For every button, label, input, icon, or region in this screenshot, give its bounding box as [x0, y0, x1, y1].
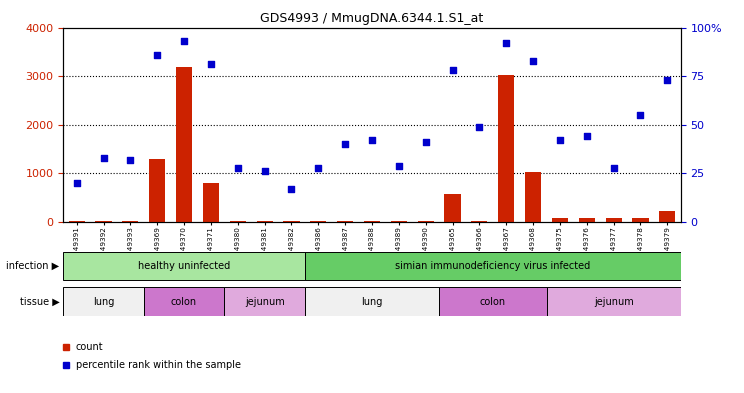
Bar	[176, 67, 192, 222]
Point	[473, 123, 485, 130]
Point	[527, 57, 539, 64]
Point	[500, 40, 512, 46]
Point	[312, 164, 324, 171]
Text: lung: lung	[362, 297, 382, 307]
Bar	[417, 220, 434, 222]
Bar	[337, 220, 353, 222]
Text: healthy uninfected: healthy uninfected	[138, 261, 230, 271]
Point	[446, 67, 458, 73]
Bar	[547, 287, 681, 316]
Bar	[444, 194, 461, 222]
Bar	[63, 252, 305, 281]
Text: simian immunodeficiency virus infected: simian immunodeficiency virus infected	[395, 261, 591, 271]
Bar	[472, 220, 487, 222]
Point	[178, 38, 190, 44]
Bar	[122, 220, 138, 222]
Bar	[552, 218, 568, 222]
Bar	[364, 220, 380, 222]
Point	[151, 51, 163, 58]
Bar	[525, 173, 541, 222]
Bar	[391, 220, 407, 222]
Bar	[659, 211, 676, 222]
Text: percentile rank within the sample: percentile rank within the sample	[76, 360, 240, 371]
Point	[554, 137, 566, 143]
Bar	[310, 220, 327, 222]
Bar	[230, 220, 246, 222]
Bar	[203, 183, 219, 222]
Text: jejunum: jejunum	[245, 297, 284, 307]
Text: lung: lung	[93, 297, 114, 307]
Text: colon: colon	[480, 297, 506, 307]
Bar	[305, 252, 681, 281]
Point	[661, 77, 673, 83]
Bar	[439, 287, 547, 316]
Point	[366, 137, 378, 143]
Point	[420, 139, 432, 145]
Point	[339, 141, 351, 147]
Point	[635, 112, 647, 118]
Text: tissue ▶: tissue ▶	[20, 297, 60, 307]
Point	[205, 61, 217, 68]
Text: infection ▶: infection ▶	[7, 261, 60, 271]
Bar	[632, 218, 649, 222]
Text: colon: colon	[171, 297, 197, 307]
Point	[393, 162, 405, 169]
Point	[232, 164, 244, 171]
Point	[581, 133, 593, 140]
Bar	[144, 287, 225, 316]
Bar	[606, 218, 622, 222]
Text: jejunum: jejunum	[594, 297, 633, 307]
Point	[124, 157, 136, 163]
Bar	[579, 218, 595, 222]
Bar	[257, 220, 272, 222]
Bar	[68, 220, 85, 222]
Point	[259, 168, 271, 174]
Bar	[305, 287, 439, 316]
Point	[286, 186, 298, 192]
Bar	[63, 287, 144, 316]
Point	[71, 180, 83, 186]
Bar	[225, 287, 305, 316]
Point	[97, 155, 109, 161]
Bar	[95, 220, 112, 222]
Bar	[283, 220, 300, 222]
Bar	[149, 159, 165, 222]
Point	[608, 164, 620, 171]
Text: count: count	[76, 342, 103, 352]
Title: GDS4993 / MmugDNA.6344.1.S1_at: GDS4993 / MmugDNA.6344.1.S1_at	[260, 12, 484, 25]
Bar	[498, 75, 514, 222]
